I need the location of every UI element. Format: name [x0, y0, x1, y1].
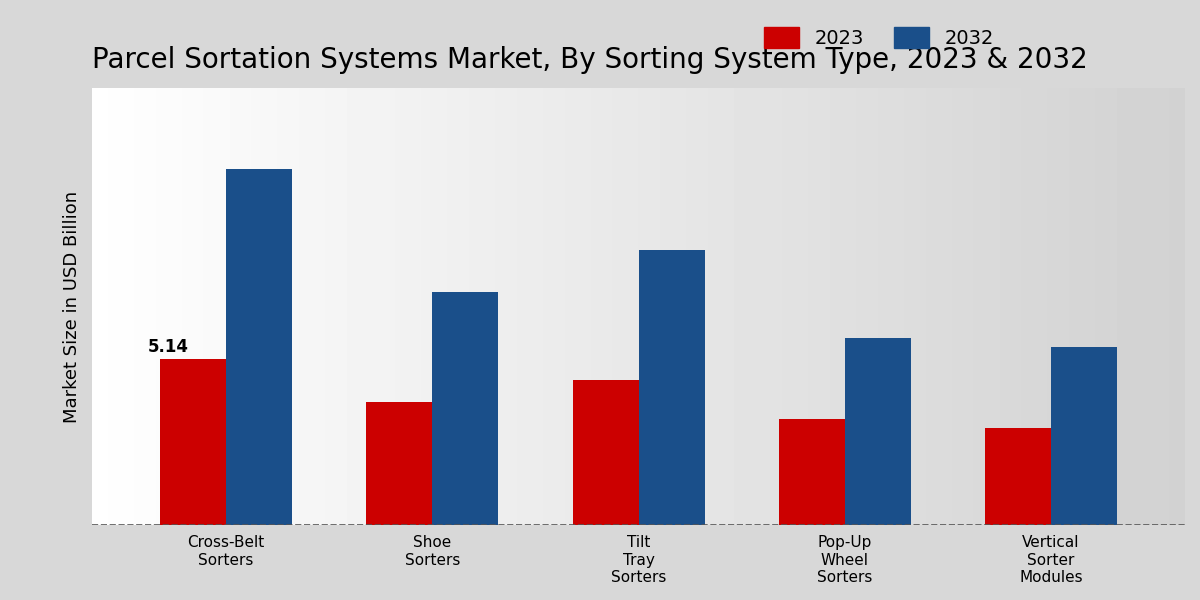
- Legend: 2023, 2032: 2023, 2032: [757, 19, 1001, 56]
- Bar: [779, 419, 845, 526]
- Bar: [366, 403, 432, 526]
- Text: Parcel Sortation Systems Market, By Sorting System Type, 2023 & 2032: Parcel Sortation Systems Market, By Sort…: [92, 46, 1088, 74]
- Bar: [432, 292, 498, 526]
- Bar: [638, 250, 704, 526]
- Bar: [1051, 347, 1117, 526]
- Bar: [572, 380, 638, 526]
- Y-axis label: Market Size in USD Billion: Market Size in USD Billion: [62, 191, 82, 423]
- Bar: [845, 338, 911, 526]
- Bar: [160, 359, 226, 526]
- Bar: [226, 169, 292, 526]
- Bar: [985, 428, 1051, 526]
- Text: 5.14: 5.14: [148, 338, 190, 356]
